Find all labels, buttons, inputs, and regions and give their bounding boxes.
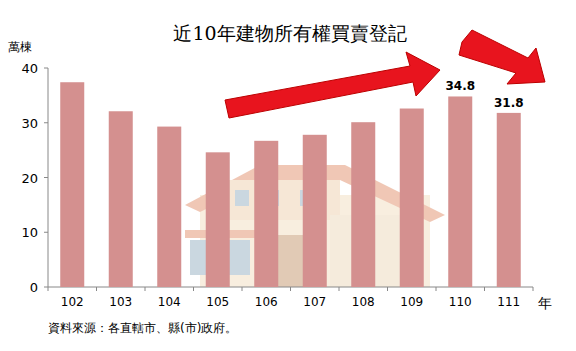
chart-svg: 0 10 20 30 40 102 103 104 105 106 107 108 109 110 111 3… bbox=[0, 0, 576, 351]
x-tick bbox=[96, 287, 97, 291]
x-tick-label: 108 bbox=[352, 295, 375, 309]
x-tick bbox=[436, 287, 437, 291]
chart-container: 0 10 20 30 40 102 103 104 105 106 107 108 109 110 111 3… bbox=[0, 0, 576, 351]
x-tick bbox=[145, 287, 146, 291]
bars bbox=[60, 82, 521, 287]
bar bbox=[60, 82, 84, 287]
x-tick-label: 111 bbox=[497, 295, 520, 309]
y-tick-label: 10 bbox=[21, 225, 38, 240]
data-label: 34.8 bbox=[445, 79, 475, 93]
x-tick bbox=[339, 287, 340, 291]
y-axis-label: 萬棟 bbox=[8, 40, 32, 54]
y-tick bbox=[44, 122, 48, 123]
x-tick-label: 107 bbox=[303, 295, 326, 309]
x-tick bbox=[533, 287, 534, 291]
chart-title: 近10年建物所有權買賣登記 bbox=[173, 22, 406, 44]
data-label: 31.8 bbox=[494, 96, 524, 110]
x-tick bbox=[48, 287, 49, 291]
bar bbox=[448, 96, 472, 287]
x-tick-label: 104 bbox=[158, 295, 181, 309]
x-tick-label: 106 bbox=[255, 295, 278, 309]
bar bbox=[400, 109, 424, 287]
x-tick bbox=[290, 287, 291, 291]
y-tick-label: 20 bbox=[21, 171, 38, 186]
y-tick bbox=[44, 287, 48, 288]
bar bbox=[109, 111, 133, 287]
x-tick bbox=[484, 287, 485, 291]
x-tick bbox=[387, 287, 388, 291]
x-axis-label: 年 bbox=[538, 295, 552, 311]
bar bbox=[497, 113, 521, 287]
source-note: 資料來源：各直轄市、縣(市)政府。 bbox=[48, 321, 237, 335]
bar bbox=[206, 152, 230, 287]
x-tick-label: 102 bbox=[61, 295, 84, 309]
y-tick bbox=[44, 68, 48, 69]
bar bbox=[303, 135, 327, 287]
bar bbox=[254, 141, 278, 287]
x-tick bbox=[242, 287, 243, 291]
x-tick-label: 103 bbox=[109, 295, 132, 309]
y-tick-label: 0 bbox=[30, 280, 38, 295]
y-tick-label: 30 bbox=[21, 116, 38, 131]
y-tick bbox=[44, 177, 48, 178]
bar bbox=[157, 127, 181, 287]
x-tick-label: 109 bbox=[400, 295, 423, 309]
y-tick bbox=[44, 232, 48, 233]
y-tick-label: 40 bbox=[21, 61, 38, 76]
x-tick-label: 105 bbox=[206, 295, 229, 309]
x-tick-label: 110 bbox=[449, 295, 472, 309]
bar bbox=[351, 122, 375, 287]
x-tick bbox=[193, 287, 194, 291]
